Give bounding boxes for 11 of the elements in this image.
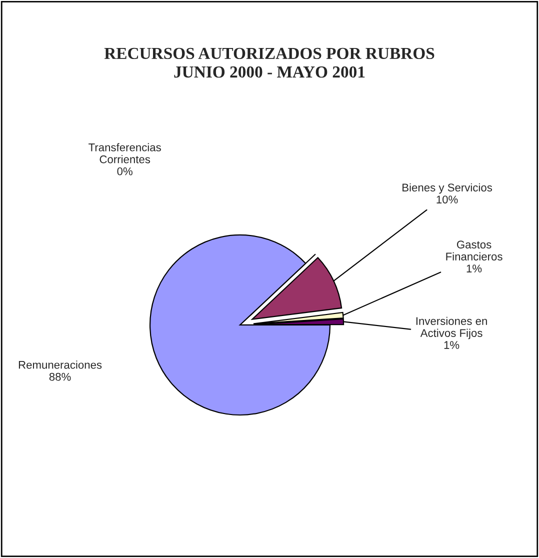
data-label: 1%	[444, 341, 460, 349]
slice-label: Gastos Financieros	[446, 240, 502, 260]
chart-title: RECURSOS AUTORIZADOS POR RUBROS JUNIO 2000 - MAYO 2001	[104, 48, 434, 78]
text: 0%	[117, 167, 132, 176]
data-label: 10%	[436, 196, 458, 204]
slice-label: Bienes y Servicios	[402, 183, 492, 194]
data-label: 1%	[466, 264, 482, 272]
category-label: Transferencias Corrientes	[88, 143, 161, 164]
slice-label: Inversiones en Activos Fijos	[416, 316, 487, 340]
slice-label: Remuneraciones	[18, 360, 102, 369]
data-label: 88%	[49, 372, 71, 381]
